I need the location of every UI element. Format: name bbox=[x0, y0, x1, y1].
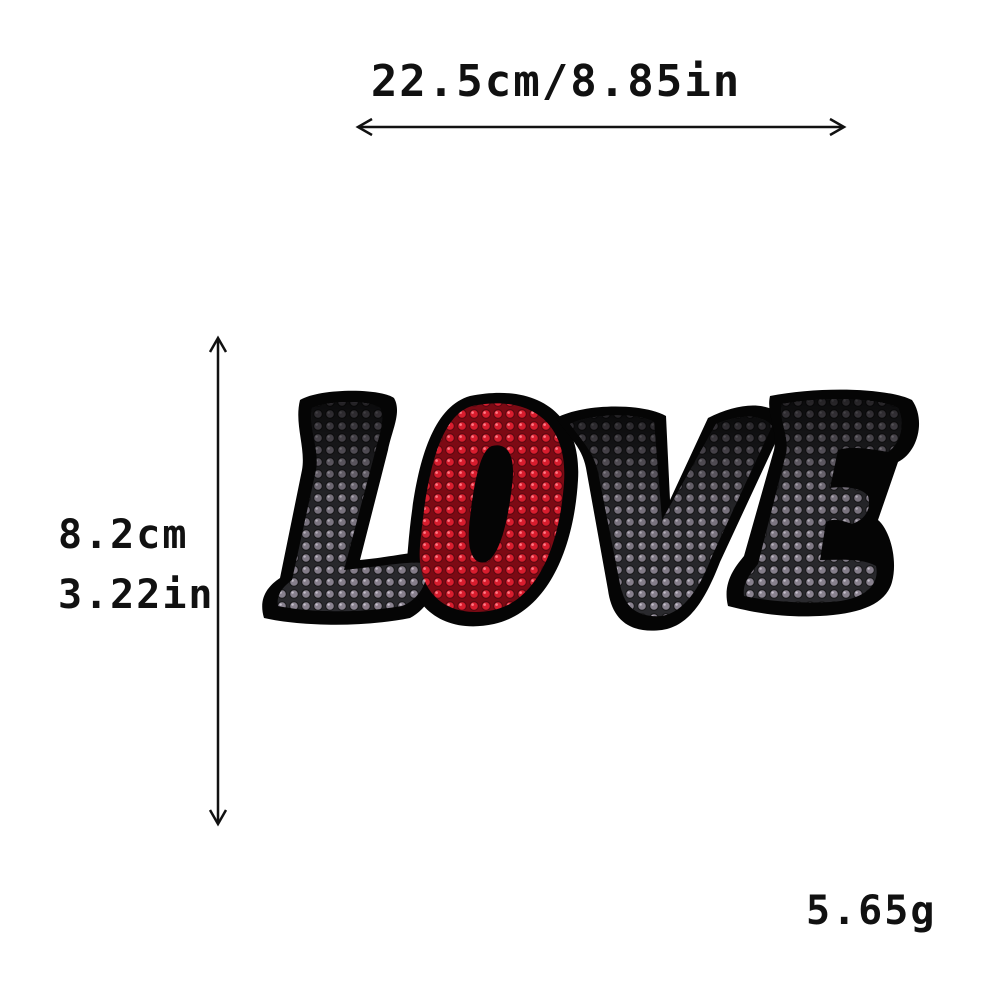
letter-v-shading bbox=[570, 415, 772, 617]
height-arrow-top-head bbox=[208, 335, 228, 353]
height-arrow-bottom-head bbox=[208, 809, 228, 827]
weight-label: 5.65g bbox=[806, 888, 937, 934]
letter-o-hole bbox=[468, 445, 514, 563]
width-arrow-right-head bbox=[829, 117, 847, 137]
width-arrow-left-head bbox=[355, 117, 373, 137]
height-dimension-inch-label: 3.22in bbox=[58, 572, 215, 618]
letter-e-shading bbox=[743, 399, 902, 603]
width-dimension-label: 22.5cm/8.85in bbox=[370, 56, 742, 107]
letter-l-shading bbox=[277, 402, 427, 612]
height-dimension-cm-label: 8.2cm bbox=[58, 512, 189, 558]
